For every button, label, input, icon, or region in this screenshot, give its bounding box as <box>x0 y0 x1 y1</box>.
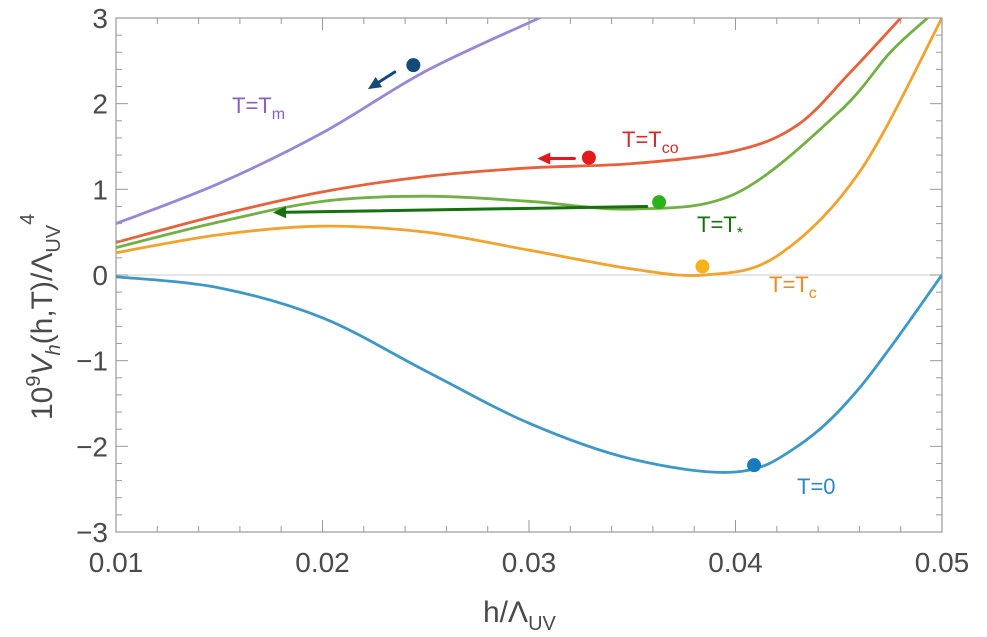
y-axis-title: 109Vh(h,T)/ΛUV4 <box>17 214 65 420</box>
curve-t-t-star <box>116 18 929 249</box>
marker-t-0 <box>747 458 762 473</box>
arrow-shaft-t-t-star <box>284 204 649 214</box>
y-tick-label: 1 <box>92 174 108 205</box>
x-tick-label: 0.02 <box>295 547 350 578</box>
curve-t-t-co <box>116 18 903 244</box>
curve-t-t-c <box>116 18 942 277</box>
x-tick-label: 0.01 <box>89 547 144 578</box>
label-t-m: T=Tm <box>232 93 285 123</box>
ticks-layer: 0.01 0.02 0.03 0.04 0.05 3 2 1 0 −1 −2 −3 <box>76 3 969 578</box>
curves-layer <box>116 18 942 474</box>
y-tick-label: −3 <box>76 517 108 548</box>
arrow-head-t-t-star <box>272 206 287 219</box>
curve-t-t-m <box>116 18 541 225</box>
x-tick-label: 0.04 <box>708 547 763 578</box>
y-tick-label: −2 <box>76 431 108 462</box>
y-tick-label: 2 <box>92 89 108 120</box>
x-tick-label: 0.03 <box>502 547 557 578</box>
arrow-head-t-t-m <box>367 77 383 90</box>
label-t-c: T=Tc <box>769 272 817 302</box>
x-axis-title: h/ΛUV <box>483 596 557 635</box>
label-t-star: T=T* <box>697 212 743 242</box>
curve-t-0 <box>116 273 942 474</box>
x-tick-label: 0.05 <box>915 547 970 578</box>
marker-t-t-co <box>581 150 596 165</box>
y-tick-label: −1 <box>76 346 108 377</box>
arrow-head-t-t-co <box>537 152 551 165</box>
y-tick-label: 3 <box>92 3 108 34</box>
marker-t-t-m <box>406 58 421 73</box>
marker-t-t-c <box>695 259 710 274</box>
arrow-shaft-t-t-m <box>377 70 397 84</box>
y-tick-label: 0 <box>92 260 108 291</box>
markers-layer <box>272 58 762 473</box>
marker-t-t-star <box>652 195 667 210</box>
label-t-co: T=Tco <box>622 127 679 157</box>
label-t-0: T=0 <box>797 474 836 499</box>
